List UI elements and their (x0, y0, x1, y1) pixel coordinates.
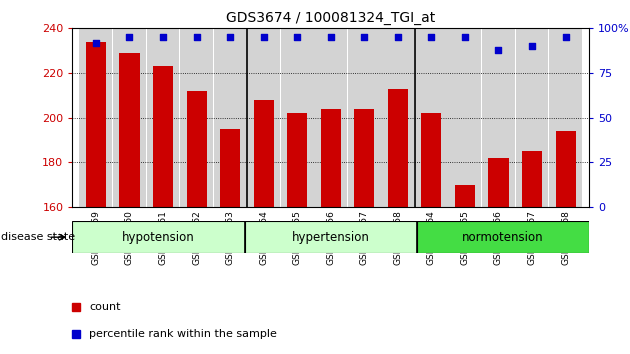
Bar (556, 131, 576, 207)
Title: GDS3674 / 100081324_TGI_at: GDS3674 / 100081324_TGI_at (226, 11, 435, 24)
Point (158, 34, 168, 40)
Point (392, 34, 403, 40)
Bar (86, 42, 106, 207)
Point (259, 34, 269, 40)
Bar (515, 28, 549, 207)
Bar (281, 28, 314, 207)
Bar (214, 28, 246, 207)
Text: percentile rank within the sample: percentile rank within the sample (89, 329, 277, 339)
Text: count: count (89, 302, 121, 312)
Bar (180, 28, 213, 207)
Bar (220, 129, 240, 207)
Bar (381, 28, 415, 207)
Point (192, 34, 202, 40)
Point (427, 34, 437, 40)
Bar (415, 28, 448, 207)
Bar (449, 28, 481, 207)
Bar (186, 91, 207, 207)
Bar (314, 28, 347, 207)
Text: hypotension: hypotension (122, 231, 195, 244)
Point (326, 34, 336, 40)
Point (527, 44, 537, 49)
Bar (153, 66, 173, 207)
Bar (354, 109, 374, 207)
Text: disease state: disease state (1, 232, 76, 242)
Bar (79, 28, 112, 207)
Point (91, 40, 101, 45)
Bar (482, 28, 515, 207)
Bar (522, 151, 542, 207)
Bar (113, 28, 146, 207)
Text: normotension: normotension (462, 231, 544, 244)
Point (359, 34, 369, 40)
Bar (348, 28, 381, 207)
Text: hypertension: hypertension (292, 231, 370, 244)
Point (460, 34, 470, 40)
Bar (247, 28, 280, 207)
Bar (455, 185, 475, 207)
Point (225, 34, 235, 40)
Bar (254, 100, 273, 207)
Bar (147, 28, 180, 207)
Bar (417, 221, 589, 253)
Bar (488, 158, 508, 207)
Point (292, 34, 302, 40)
Point (125, 34, 135, 40)
Bar (72, 221, 244, 253)
Bar (388, 88, 408, 207)
Bar (421, 113, 442, 207)
Bar (321, 109, 341, 207)
Bar (287, 113, 307, 207)
Bar (120, 53, 139, 207)
Point (493, 47, 503, 53)
Bar (244, 221, 417, 253)
Bar (549, 28, 582, 207)
Point (561, 34, 571, 40)
